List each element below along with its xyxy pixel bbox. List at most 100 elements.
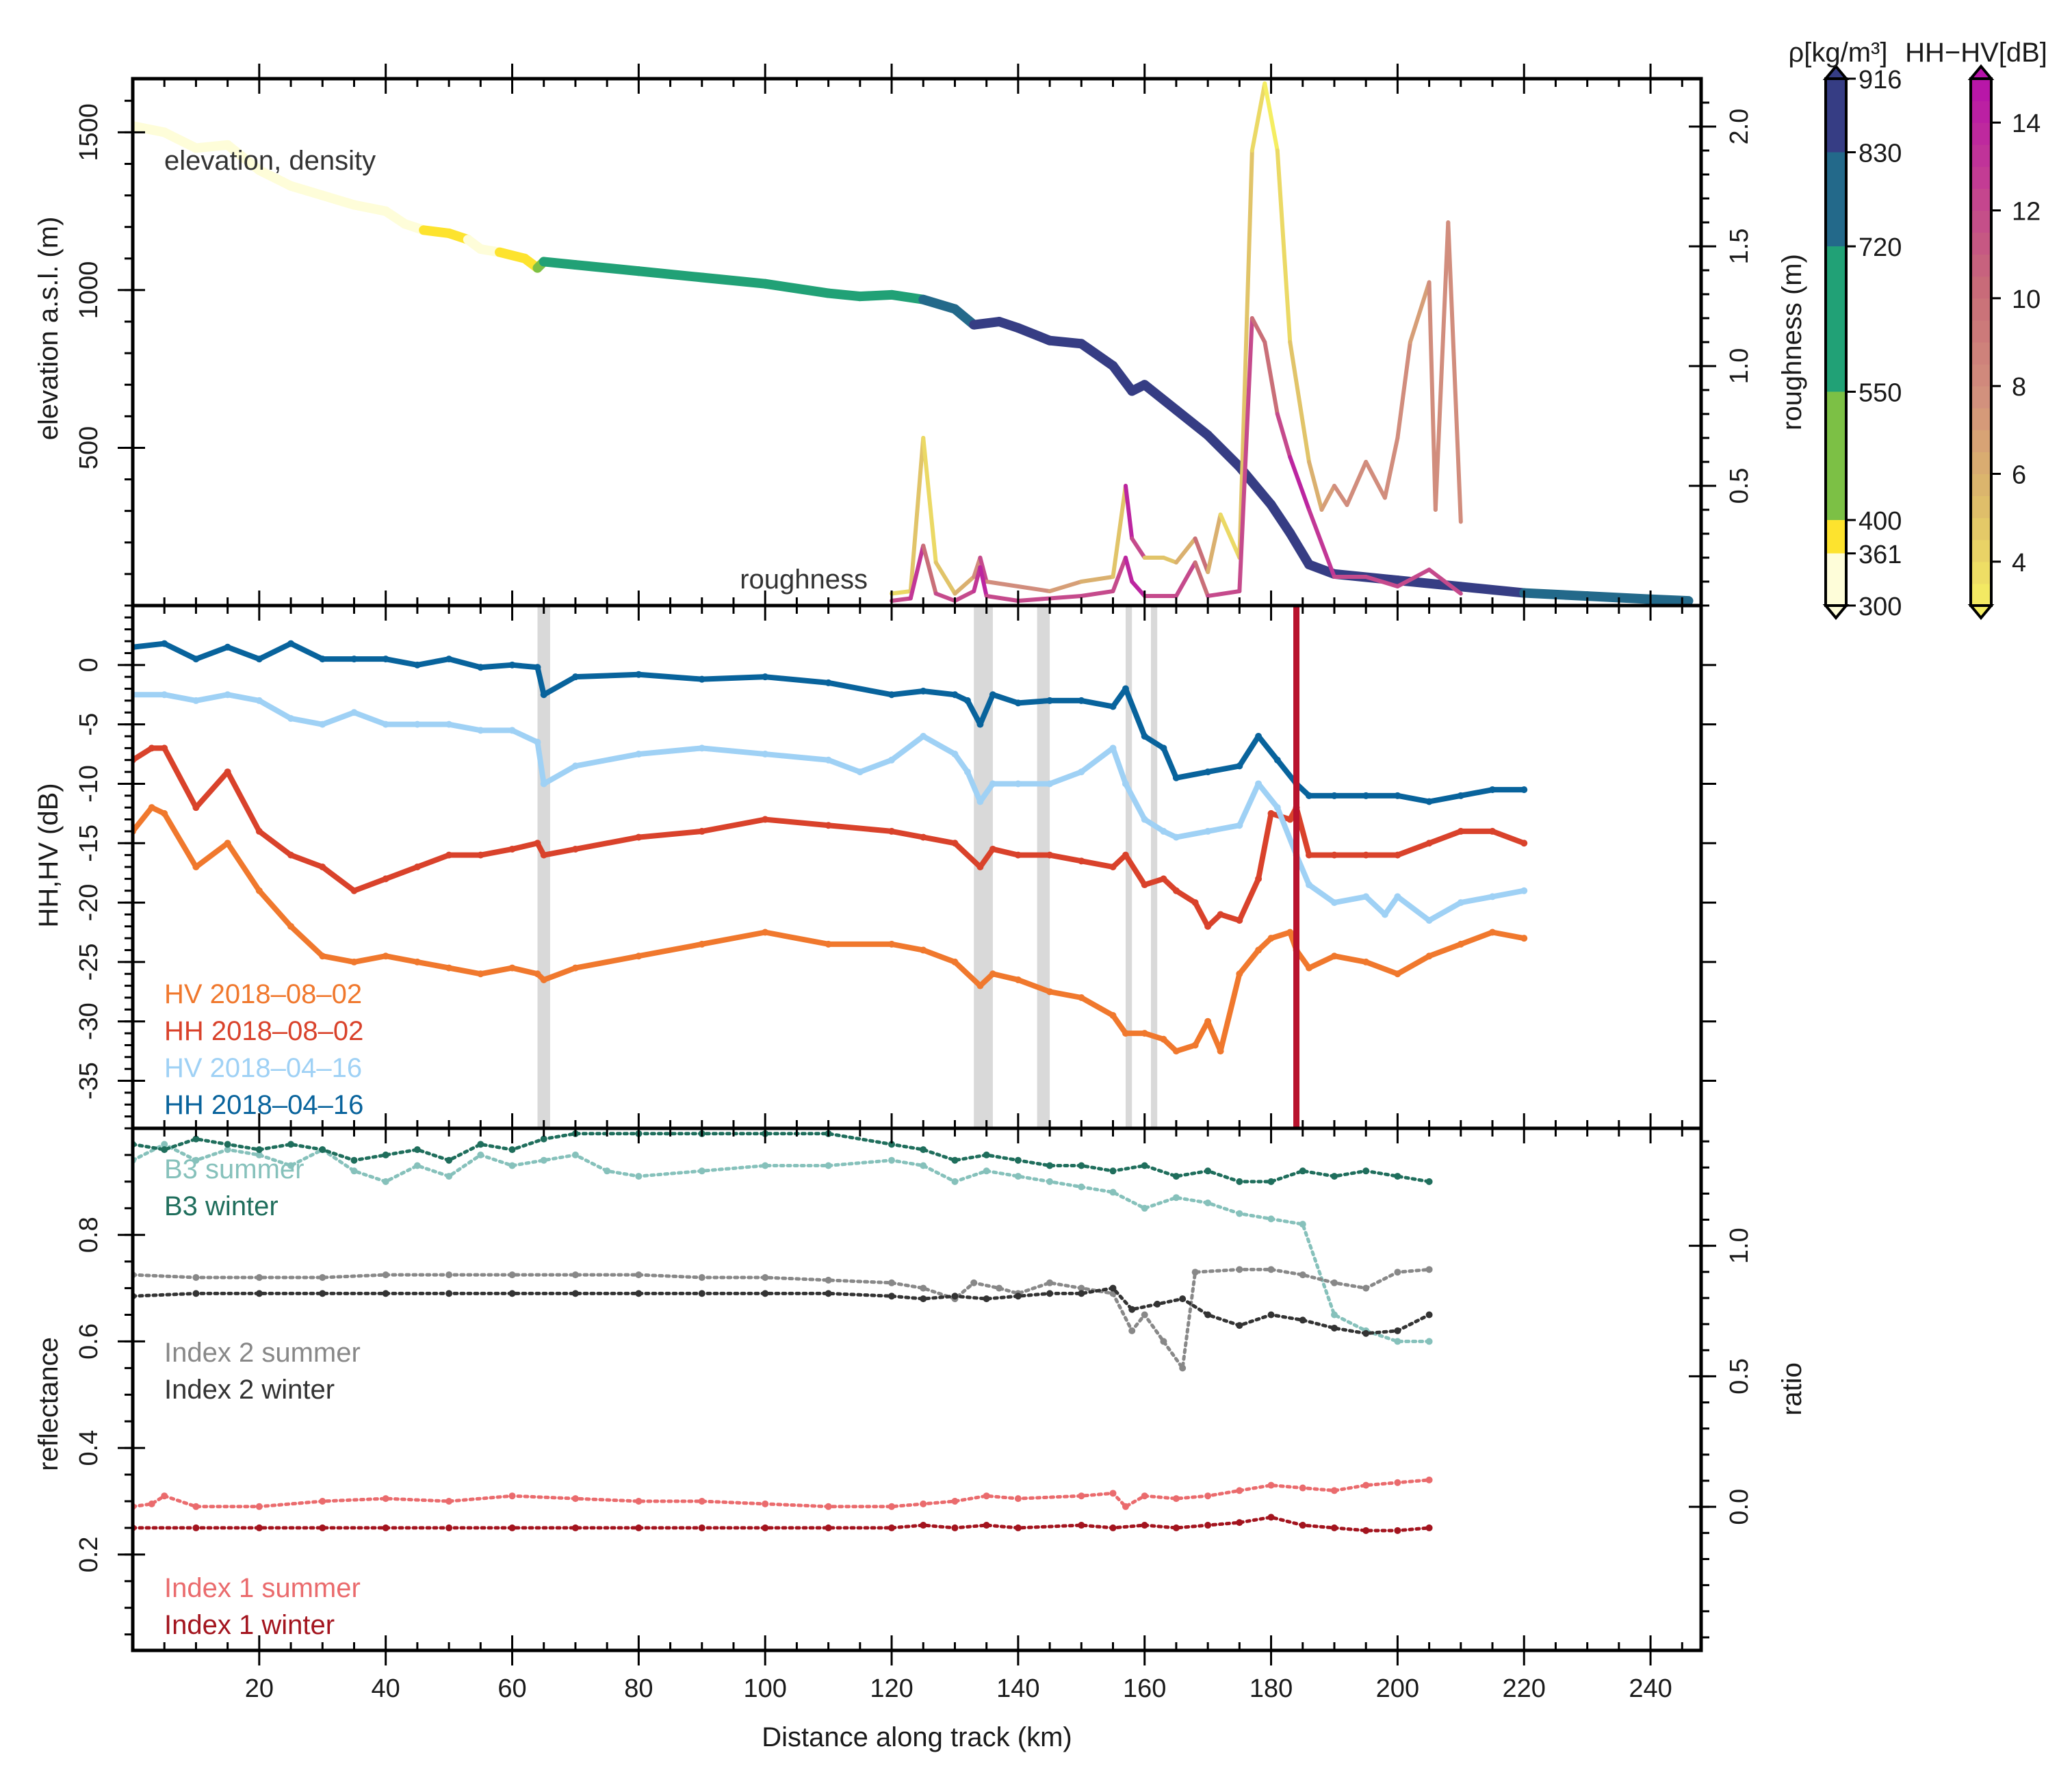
density-colorbar-band bbox=[1826, 391, 1846, 520]
roughness-segment bbox=[1130, 536, 1147, 560]
backscatter-point bbox=[920, 733, 927, 740]
reflectance-point bbox=[1425, 1266, 1433, 1273]
reflectance-point bbox=[508, 1271, 516, 1279]
density-colorbar-arrow-top bbox=[1822, 64, 1850, 80]
reflectance-point bbox=[319, 1498, 326, 1505]
backscatter-point bbox=[1394, 792, 1401, 799]
elevation-segment bbox=[1076, 339, 1118, 371]
reflectance-point bbox=[192, 1503, 200, 1510]
backscatter-point bbox=[1109, 744, 1117, 752]
backscatter-point bbox=[1425, 840, 1433, 847]
backscatter-point bbox=[413, 958, 421, 965]
reflectance-point bbox=[1299, 1271, 1306, 1279]
colorbar-tick-label: 4 bbox=[2012, 549, 2026, 578]
backscatter-point bbox=[148, 804, 155, 812]
reflectance-point bbox=[571, 1495, 579, 1503]
reflectance-point bbox=[508, 1524, 516, 1531]
backscatter-point bbox=[224, 643, 231, 651]
reflectance-point bbox=[1078, 1492, 1085, 1500]
reflectance-point bbox=[1299, 1484, 1306, 1492]
y-tick-label: -15 bbox=[75, 825, 103, 862]
reflectance-point bbox=[255, 1290, 263, 1297]
reflectance-point bbox=[1191, 1269, 1199, 1276]
backscatter-point bbox=[382, 875, 389, 883]
x-tick-label: 140 bbox=[996, 1674, 1039, 1703]
reflectance-point bbox=[762, 1290, 769, 1297]
backscatter-axis-label: HH,HV (dB) bbox=[34, 783, 64, 927]
elevation-segment bbox=[1455, 582, 1529, 598]
backscatter-point bbox=[161, 691, 168, 699]
reflectance-point bbox=[382, 1524, 389, 1531]
backscatter-point bbox=[1286, 816, 1294, 823]
backscatter-point bbox=[1381, 911, 1388, 918]
reflectance-point bbox=[1109, 1189, 1117, 1196]
backscatter-point bbox=[534, 840, 541, 847]
reflectance-point bbox=[1330, 1279, 1338, 1286]
backscatter-y-tick-labels: 0 -5 -10 -15 -20 -25 -30 -35 bbox=[75, 658, 103, 1100]
reflectance-point bbox=[1236, 1210, 1243, 1217]
backscatter-point bbox=[1489, 893, 1497, 900]
elevation-segment bbox=[697, 272, 770, 289]
backscatter-point bbox=[762, 929, 769, 936]
backscatter-legend: HV 2018–08–02 HH 2018–08–02 HV 2018–04–1… bbox=[164, 979, 363, 1120]
hhhv-colorbar-band bbox=[1971, 539, 1991, 562]
roughness-secondary-segment bbox=[1288, 455, 1311, 512]
backscatter-point bbox=[192, 804, 200, 812]
roughness-secondary-segment bbox=[921, 543, 938, 596]
x-tick-label: 180 bbox=[1249, 1674, 1293, 1703]
reflectance-point bbox=[148, 1500, 155, 1507]
backscatter-point bbox=[1255, 946, 1262, 954]
backscatter-point bbox=[1425, 798, 1433, 805]
reflectance-point bbox=[1236, 1519, 1243, 1527]
reflectance-point bbox=[635, 1498, 643, 1505]
density-colorbar-title: ρ[kg/m³] bbox=[1789, 38, 1888, 68]
backscatter-point bbox=[1217, 1048, 1224, 1055]
backscatter-point bbox=[1217, 911, 1224, 918]
roughness-segment bbox=[984, 580, 1020, 588]
backscatter-point bbox=[1122, 780, 1129, 788]
hhhv-colorbar-band bbox=[1971, 254, 1991, 277]
hhhv-colorbar-band bbox=[1971, 386, 1991, 408]
elevation-segment bbox=[222, 140, 264, 175]
backscatter-point bbox=[413, 661, 421, 669]
elevation-segment bbox=[823, 288, 865, 302]
hhhv-colorbar-arrow-bottom bbox=[1967, 604, 1995, 621]
backscatter-point bbox=[635, 751, 643, 758]
roughness-segment bbox=[1288, 340, 1311, 464]
backscatter-point bbox=[951, 751, 959, 758]
shaded-band bbox=[1125, 606, 1132, 1128]
backscatter-point bbox=[477, 851, 484, 859]
x-tick-label: 80 bbox=[624, 1674, 653, 1703]
plot-series bbox=[133, 81, 1694, 1534]
reflectance-point bbox=[255, 1151, 263, 1158]
roughness-segment bbox=[1446, 220, 1463, 524]
reflectance-point bbox=[1330, 1324, 1338, 1332]
reflectance-point bbox=[445, 1524, 453, 1531]
density-colorbar-labels: 300 361 400 550 720 830 916 bbox=[1859, 66, 1902, 621]
roughness-segment bbox=[1111, 484, 1128, 579]
backscatter-point bbox=[255, 697, 263, 704]
axis-ticks bbox=[118, 64, 1716, 1665]
colorbar-tick-label: 361 bbox=[1859, 541, 1902, 569]
backscatter-point bbox=[161, 809, 168, 817]
backscatter-point bbox=[350, 709, 358, 716]
reflectance-point bbox=[920, 1522, 927, 1529]
backscatter-point bbox=[1362, 851, 1370, 859]
reflectance-point bbox=[161, 1141, 168, 1148]
backscatter-point bbox=[951, 691, 959, 699]
reflectance-point bbox=[1179, 1295, 1187, 1303]
backscatter-point bbox=[445, 851, 453, 859]
reflectance-point bbox=[1362, 1167, 1370, 1175]
roughness-segment bbox=[953, 575, 976, 596]
y-tick-label: 500 bbox=[75, 426, 103, 469]
reflectance-point bbox=[1078, 1290, 1085, 1297]
reflectance-panel-series bbox=[133, 1130, 1433, 1534]
reflectance-point bbox=[1046, 1290, 1054, 1297]
backscatter-point bbox=[1273, 804, 1281, 812]
reflectance-point bbox=[1128, 1327, 1136, 1334]
reflectance-point bbox=[1330, 1311, 1338, 1319]
reflectance-point bbox=[1394, 1173, 1401, 1180]
reflectance-point bbox=[762, 1274, 769, 1281]
hhhv-colorbar-band bbox=[1971, 495, 1991, 519]
